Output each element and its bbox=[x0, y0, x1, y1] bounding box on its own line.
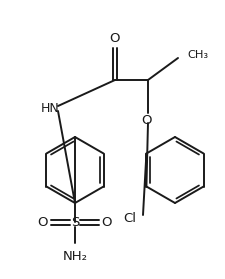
Text: NH₂: NH₂ bbox=[63, 249, 88, 263]
Text: CH₃: CH₃ bbox=[187, 50, 208, 60]
Text: O: O bbox=[142, 114, 152, 128]
Text: Cl: Cl bbox=[124, 211, 137, 225]
Text: S: S bbox=[71, 215, 79, 229]
Text: HN: HN bbox=[41, 102, 59, 114]
Text: O: O bbox=[38, 215, 48, 229]
Text: O: O bbox=[110, 32, 120, 45]
Text: O: O bbox=[102, 215, 112, 229]
